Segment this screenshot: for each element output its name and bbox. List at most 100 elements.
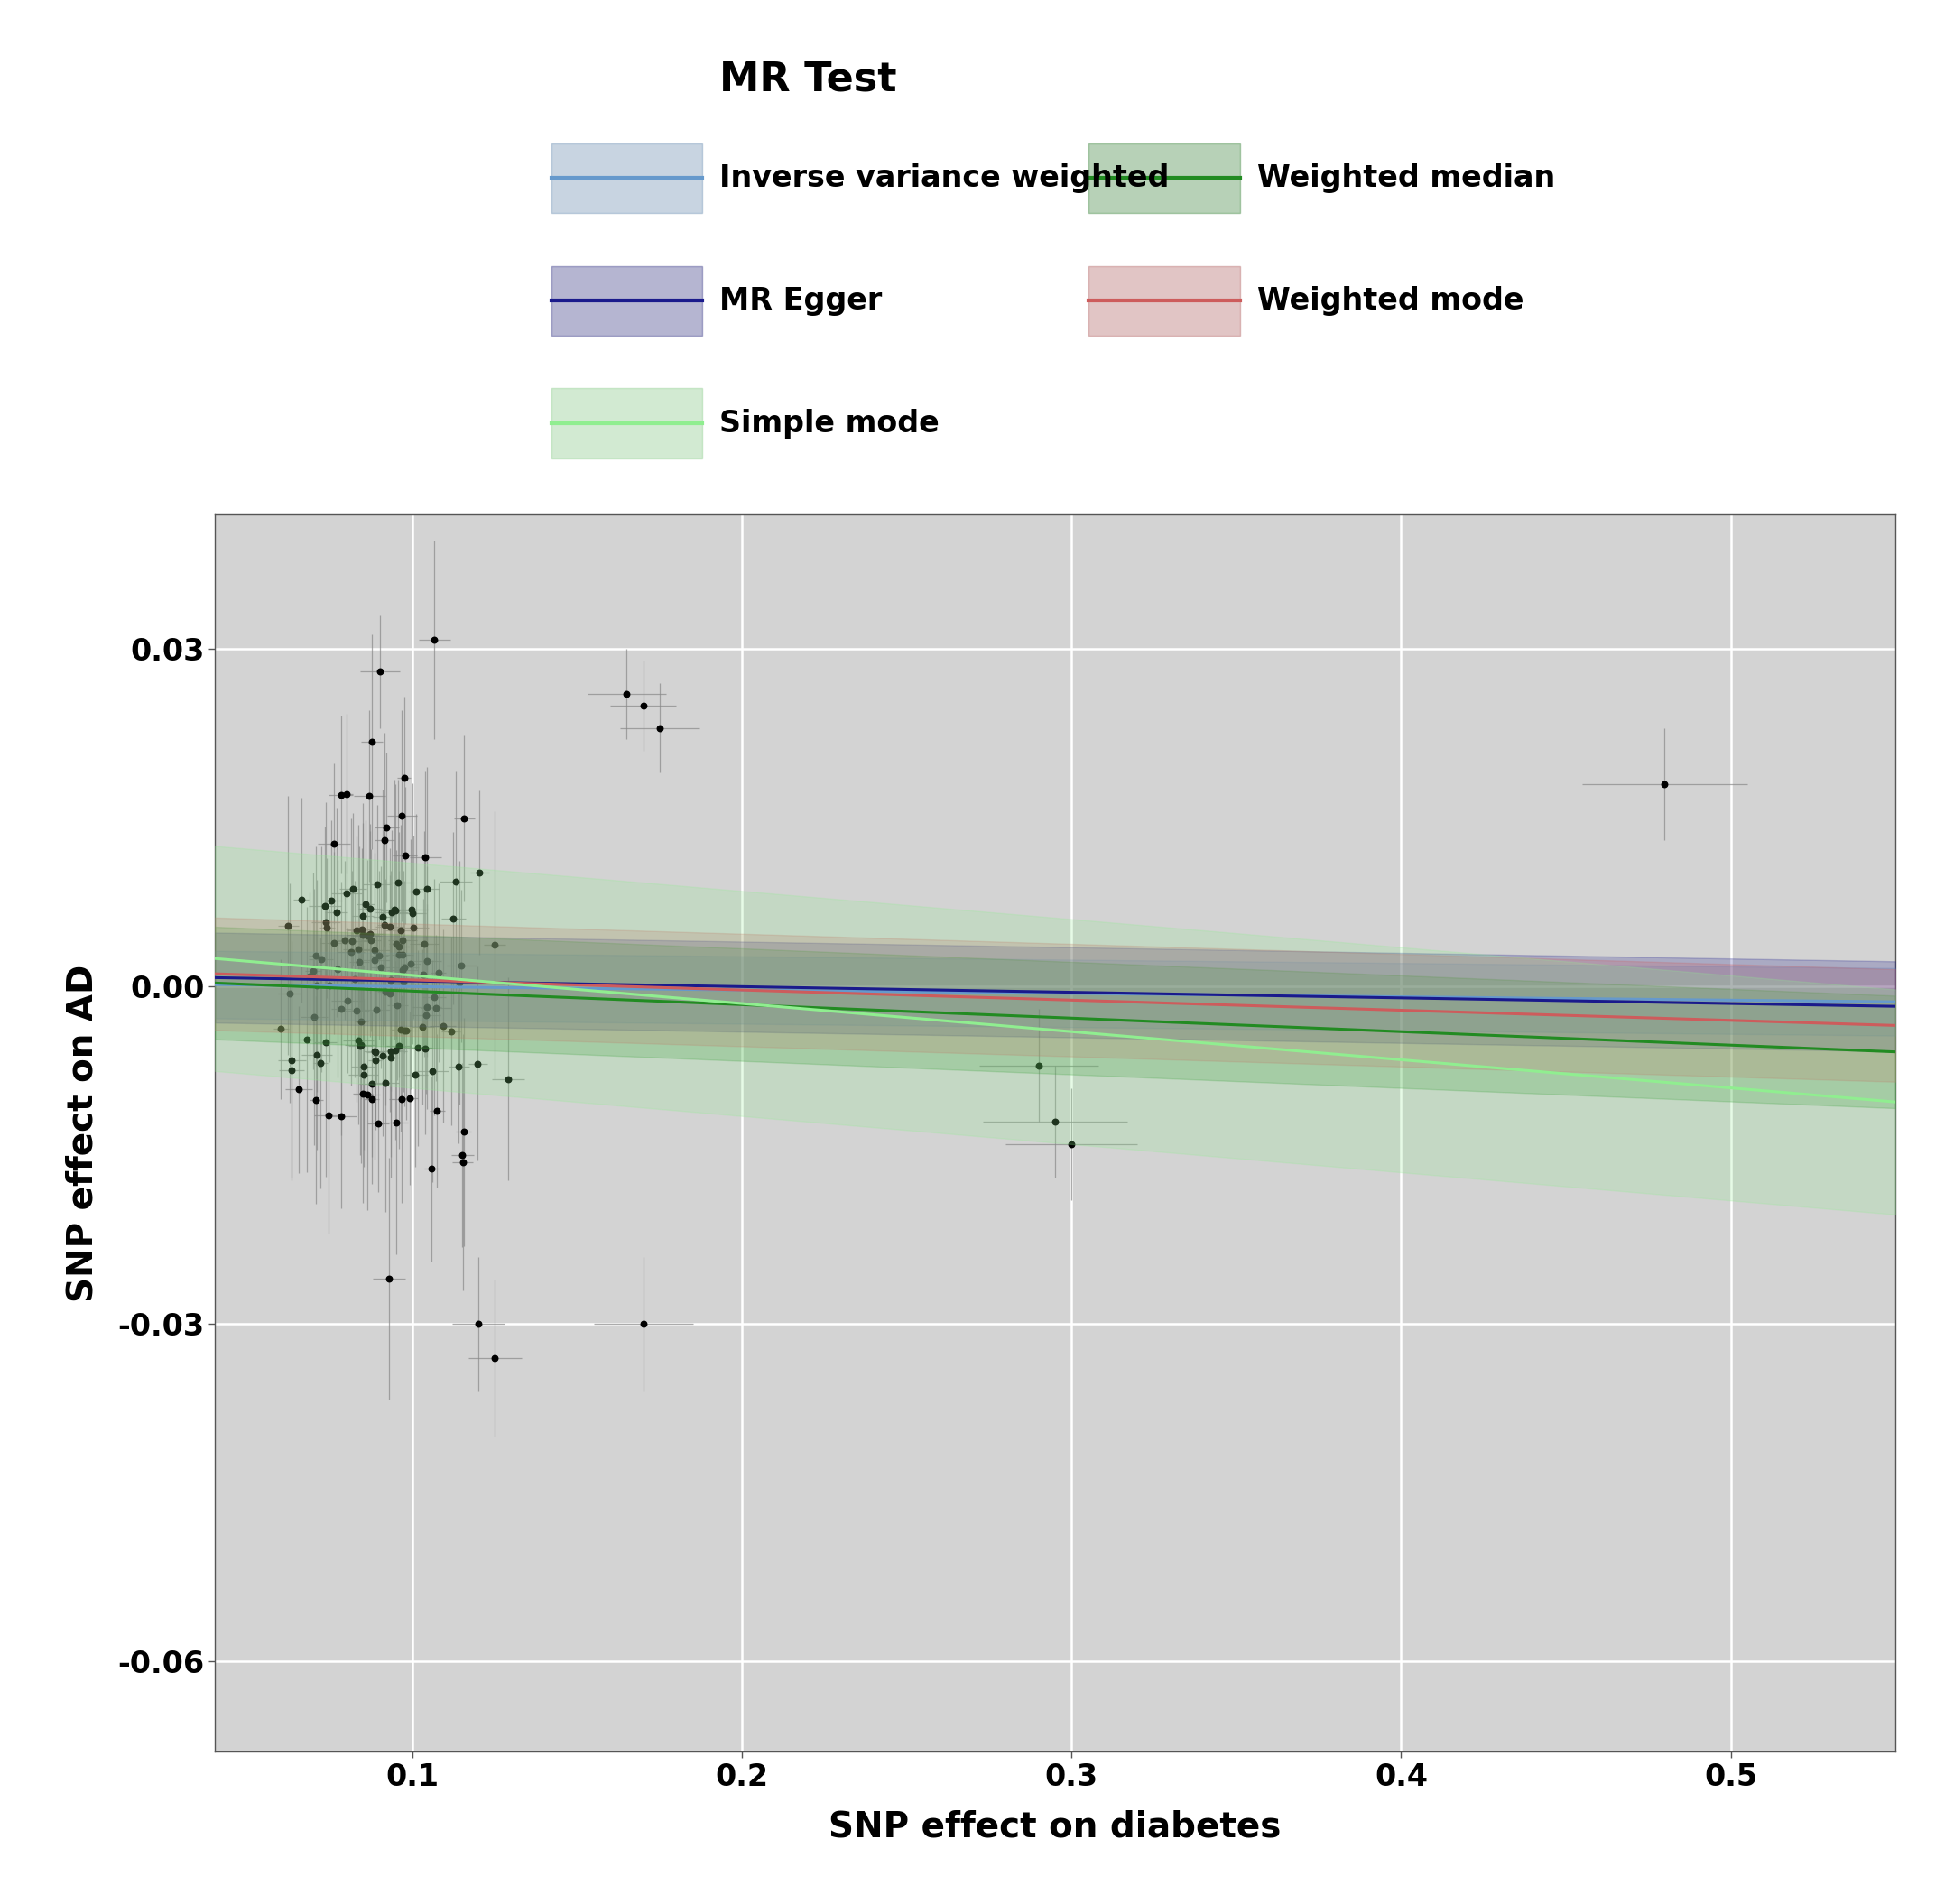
Point [381,990,412,1021]
Point [360,1038,391,1068]
Point [363,1108,395,1139]
Point [334,937,365,967]
Text: Weighted mode: Weighted mode [1256,286,1524,316]
Point [385,1015,416,1045]
Point [283,1074,315,1104]
Point [406,1011,438,1041]
Point [348,901,379,931]
Point [463,1308,494,1339]
Point [375,965,406,996]
Point [387,954,418,984]
Point [373,979,404,1009]
Point [340,916,371,946]
Point [305,944,336,975]
Point [1649,769,1680,800]
Point [361,870,393,901]
Point [332,984,363,1015]
Point [397,899,428,929]
Point [276,1045,307,1076]
Point [440,866,471,897]
Point [1040,1106,1071,1137]
Point [408,1034,440,1064]
Point [410,842,442,872]
Point [352,1080,383,1110]
Point [371,813,403,843]
Point [356,727,387,758]
Point [410,1000,442,1030]
Point [428,1011,459,1041]
Point [373,1262,404,1293]
Point [340,996,371,1026]
Point [301,971,332,1002]
Point [389,764,420,794]
Point [447,1116,479,1146]
Point [387,925,418,956]
Point [311,1028,342,1059]
Point [375,1036,406,1066]
Point [285,885,317,916]
Point [438,902,469,933]
Text: Inverse variance weighted: Inverse variance weighted [719,164,1168,192]
Point [354,893,385,923]
Point [266,1013,297,1043]
Point [346,1005,377,1036]
Point [346,1030,377,1061]
Point [367,902,399,933]
Point [342,1026,373,1057]
Point [309,891,340,922]
Point [492,1064,524,1095]
Point [336,925,367,956]
Point [1055,1129,1086,1160]
Point [408,929,440,960]
Point [315,971,346,1002]
Point [342,935,373,965]
Point [479,1342,510,1373]
Point [319,828,350,859]
Point [297,956,328,986]
Bar [551,143,701,213]
Point [301,1040,332,1070]
Text: MR Test: MR Test [719,59,897,99]
Point [338,874,369,904]
Point [348,1078,379,1108]
Point [369,977,401,1007]
Point [348,1059,379,1089]
Point [293,962,324,992]
Point [326,994,358,1024]
Point [360,935,391,965]
Point [449,803,481,834]
Point [479,929,510,960]
Text: Simple mode: Simple mode [719,409,940,438]
Point [420,992,451,1022]
Point [389,840,420,870]
Point [410,946,442,977]
Bar [551,267,701,335]
Point [397,895,428,925]
Point [338,963,369,994]
Point [447,1146,479,1177]
Point [389,1015,420,1045]
X-axis label: SNP effect on diabetes: SNP effect on diabetes [828,1809,1282,1843]
Point [395,948,426,979]
Point [627,1308,658,1339]
Point [379,895,410,925]
Bar [551,388,701,459]
Point [444,1051,475,1081]
Point [360,1045,391,1076]
Point [363,657,395,687]
Point [403,1032,434,1062]
Point [344,946,375,977]
Point [381,929,412,960]
Point [326,1101,358,1131]
Point [367,1041,399,1072]
Point [330,878,361,908]
Point [391,1015,422,1045]
Point [383,931,414,962]
Point [350,889,381,920]
Point [463,1049,494,1080]
Point [301,1085,332,1116]
Point [365,952,397,982]
Point [422,958,453,988]
Point [344,1030,375,1061]
Point [322,954,354,984]
